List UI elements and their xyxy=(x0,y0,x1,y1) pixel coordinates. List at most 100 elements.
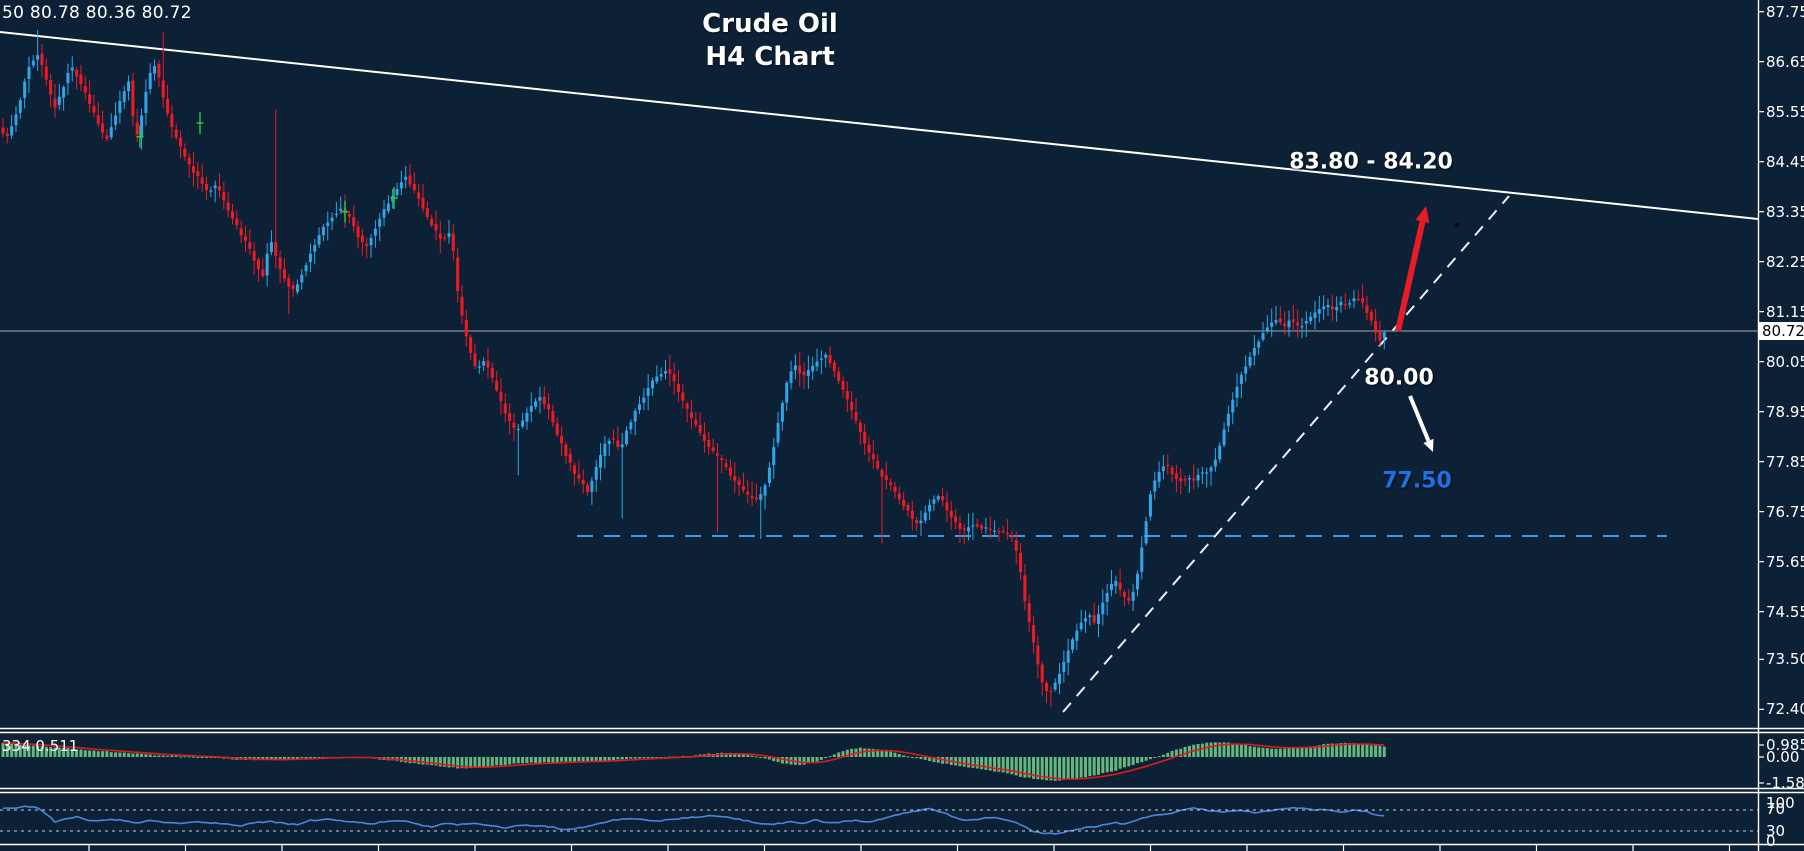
candle xyxy=(1157,472,1161,482)
candle xyxy=(356,226,360,238)
macd-bar xyxy=(1339,743,1343,757)
macd-bar xyxy=(1335,743,1339,757)
macd-bar xyxy=(928,757,932,761)
macd-bar xyxy=(196,756,200,758)
macd-bar xyxy=(1006,757,1010,774)
candle xyxy=(1153,480,1157,492)
price-tick-label: 74.55 xyxy=(1766,602,1804,621)
candle xyxy=(824,354,828,358)
macd-bar xyxy=(1144,757,1148,761)
candle xyxy=(547,404,551,410)
rsi-line xyxy=(2,805,1385,835)
macd-bar xyxy=(36,745,40,757)
candle xyxy=(1209,467,1213,472)
macd-bar xyxy=(417,757,421,765)
macd-bar xyxy=(265,757,269,760)
candle xyxy=(1014,540,1018,552)
macd-bar xyxy=(486,757,490,767)
candle xyxy=(1192,478,1196,481)
candle xyxy=(183,148,187,157)
macd-bar xyxy=(590,757,594,761)
macd-bar xyxy=(1235,743,1239,757)
macd-bar xyxy=(482,757,486,768)
candle xyxy=(681,392,685,401)
candle xyxy=(1144,521,1148,544)
macd-bar xyxy=(919,757,923,760)
candle xyxy=(971,525,975,527)
candle xyxy=(1235,386,1239,398)
candle xyxy=(819,358,823,360)
candle xyxy=(534,401,538,407)
price-tick-label: 84.45 xyxy=(1766,152,1804,171)
rsi-tick-label: 100 xyxy=(1766,794,1795,812)
candle xyxy=(1032,625,1036,643)
macd-bar xyxy=(300,757,304,759)
macd-bar xyxy=(1352,743,1356,757)
candle xyxy=(170,113,174,128)
candle xyxy=(694,419,698,425)
candle xyxy=(196,171,200,176)
macd-bar xyxy=(209,757,213,758)
macd-bar xyxy=(980,757,984,770)
macd-bar xyxy=(83,750,87,757)
candle xyxy=(1079,622,1083,630)
candle xyxy=(949,510,953,518)
candle xyxy=(828,355,832,364)
candle xyxy=(876,461,880,469)
candle xyxy=(135,122,139,135)
macd-bar xyxy=(1239,744,1243,757)
price-tick-label: 86.65 xyxy=(1766,52,1804,71)
candle xyxy=(1218,445,1222,460)
candle xyxy=(144,91,148,113)
macd-bar xyxy=(451,757,455,768)
macd-bar xyxy=(447,757,451,768)
macd-panel xyxy=(1,742,1386,781)
macd-bar xyxy=(1300,747,1304,757)
candle xyxy=(92,106,96,113)
candle xyxy=(252,251,256,261)
macd-bar xyxy=(819,757,823,760)
candle xyxy=(430,218,434,226)
macd-bar xyxy=(728,752,732,757)
candle xyxy=(352,216,356,227)
macd-bar xyxy=(18,744,22,757)
macd-bar xyxy=(737,753,741,757)
bullish-projection-arrow-head xyxy=(1415,206,1430,224)
macd-bar xyxy=(876,749,880,757)
candle xyxy=(668,369,672,374)
macd-bar xyxy=(1291,747,1295,757)
macd-bar xyxy=(1183,746,1187,757)
macd-bar xyxy=(841,751,845,757)
macd-bar xyxy=(430,757,434,766)
candle xyxy=(1326,304,1330,308)
macd-bar xyxy=(66,748,70,757)
candle xyxy=(676,384,680,393)
candle xyxy=(1122,592,1126,597)
macd-bar xyxy=(1313,746,1317,757)
candle xyxy=(629,422,633,430)
macd-bar xyxy=(205,757,209,758)
candle xyxy=(360,235,364,243)
candle xyxy=(1161,466,1165,472)
candle xyxy=(300,274,304,283)
bearish-alternative-arrow xyxy=(1408,395,1431,442)
candle xyxy=(1001,531,1005,533)
candle xyxy=(625,430,629,445)
macd-bar xyxy=(1248,746,1252,757)
candle xyxy=(1313,312,1317,318)
candle xyxy=(728,467,732,476)
macd-bar xyxy=(161,755,165,757)
candle xyxy=(274,242,278,256)
candle xyxy=(785,382,789,403)
macd-bar xyxy=(1244,744,1248,757)
macd-bar xyxy=(1309,746,1313,757)
candle xyxy=(166,98,170,114)
macd-bar xyxy=(910,757,914,758)
candle xyxy=(954,516,958,523)
macd-bar xyxy=(564,757,568,762)
macd-bar xyxy=(932,757,936,763)
macd-bar xyxy=(5,743,9,757)
current-price-tag: 80.72 xyxy=(1759,322,1804,340)
macd-bar xyxy=(1348,743,1352,757)
candle xyxy=(140,115,144,138)
